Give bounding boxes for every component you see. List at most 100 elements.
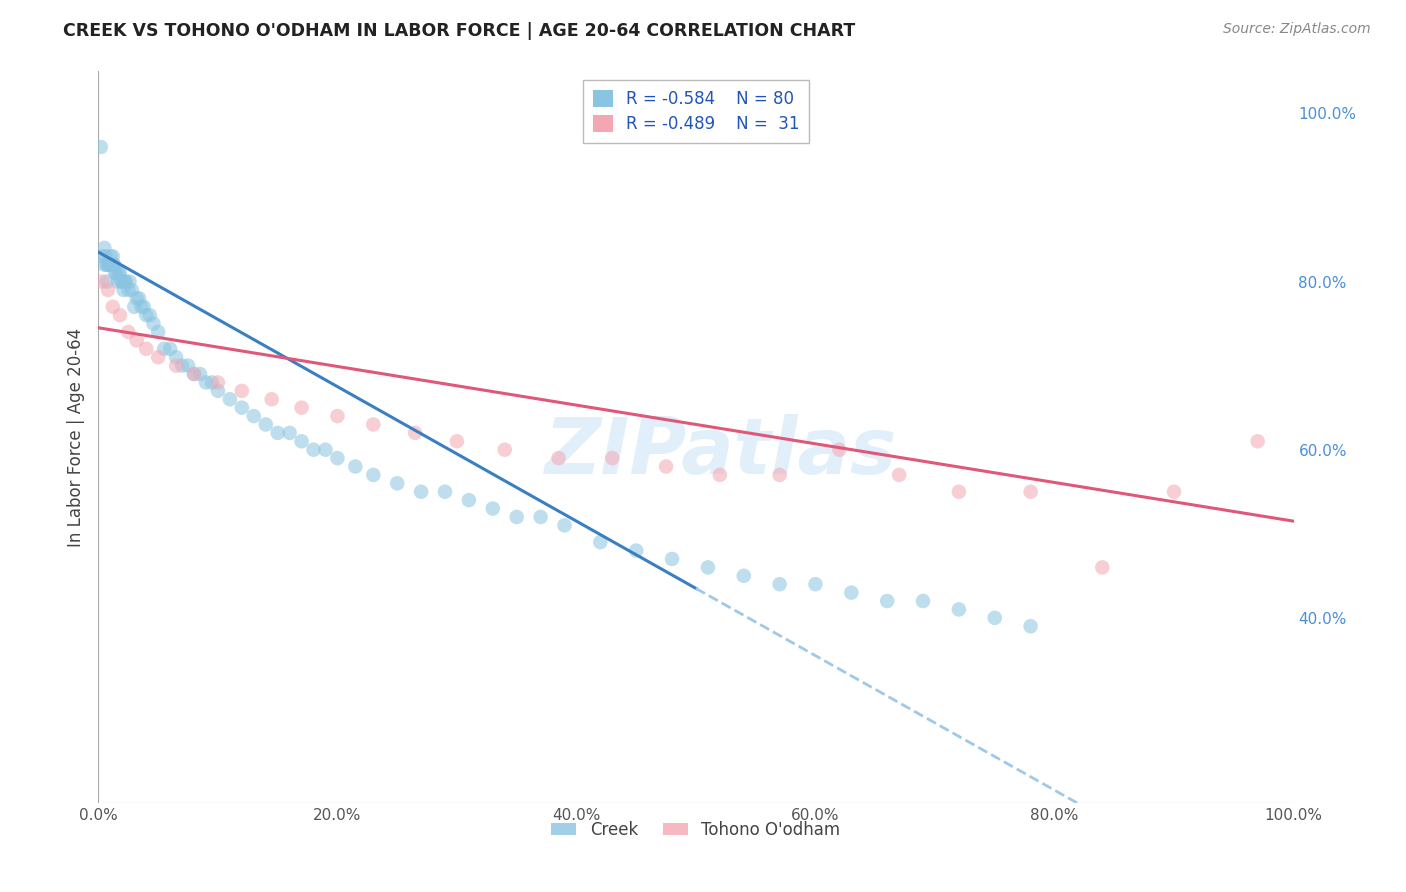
Point	[125, 291, 148, 305]
Point	[530, 510, 553, 524]
Point	[108, 308, 131, 322]
Point	[142, 317, 165, 331]
Point	[554, 518, 576, 533]
Point	[165, 350, 187, 364]
Point	[506, 510, 529, 524]
Point	[94, 249, 117, 263]
Point	[105, 266, 128, 280]
Point	[195, 376, 218, 390]
Point	[315, 442, 337, 457]
Point	[110, 275, 132, 289]
Point	[828, 442, 851, 457]
Point	[128, 291, 150, 305]
Point	[326, 451, 349, 466]
Point	[124, 300, 146, 314]
Y-axis label: In Labor Force | Age 20-64: In Labor Force | Age 20-64	[66, 327, 84, 547]
Point	[733, 569, 755, 583]
Point	[326, 409, 349, 423]
Point	[709, 467, 731, 482]
Point	[602, 451, 624, 466]
Point	[589, 535, 612, 549]
Point	[1163, 484, 1185, 499]
Point	[876, 594, 898, 608]
Point	[135, 342, 157, 356]
Point	[219, 392, 242, 407]
Point	[107, 275, 129, 289]
Point	[183, 367, 205, 381]
Point	[481, 501, 505, 516]
Point	[172, 359, 194, 373]
Point	[207, 376, 229, 390]
Point	[231, 401, 253, 415]
Point	[90, 140, 112, 154]
Point	[103, 258, 125, 272]
Point	[948, 602, 970, 616]
Point	[188, 367, 211, 381]
Point	[768, 577, 790, 591]
Point	[139, 308, 162, 322]
Point	[97, 283, 120, 297]
Point	[911, 594, 934, 608]
Point	[661, 552, 683, 566]
Point	[96, 258, 118, 272]
Point	[697, 560, 720, 574]
Point	[91, 249, 114, 263]
Point	[984, 611, 1007, 625]
Point	[302, 442, 325, 457]
Point	[148, 325, 170, 339]
Point	[108, 266, 131, 280]
Point	[655, 459, 678, 474]
Point	[115, 275, 138, 289]
Point	[98, 249, 122, 263]
Point	[434, 484, 457, 499]
Point	[104, 266, 127, 280]
Point	[768, 467, 790, 482]
Point	[112, 283, 135, 297]
Point	[148, 350, 170, 364]
Point	[363, 467, 385, 482]
Point	[125, 334, 148, 348]
Point	[153, 342, 176, 356]
Point	[131, 300, 153, 314]
Point	[278, 425, 301, 440]
Point	[948, 484, 970, 499]
Point	[201, 376, 224, 390]
Point	[494, 442, 516, 457]
Point	[1019, 619, 1042, 633]
Point	[101, 300, 124, 314]
Point	[98, 258, 121, 272]
Point	[93, 241, 115, 255]
Point	[93, 258, 115, 272]
Point	[841, 585, 863, 599]
Point	[254, 417, 277, 432]
Point	[111, 275, 134, 289]
Point	[121, 283, 143, 297]
Point	[183, 367, 205, 381]
Point	[1247, 434, 1270, 449]
Point	[107, 266, 129, 280]
Point	[458, 493, 481, 508]
Text: Source: ZipAtlas.com: Source: ZipAtlas.com	[1223, 22, 1371, 37]
Point	[267, 425, 290, 440]
Point	[344, 459, 367, 474]
Point	[446, 434, 468, 449]
Point	[291, 401, 314, 415]
Point	[291, 434, 314, 449]
Point	[117, 283, 139, 297]
Point	[1019, 484, 1042, 499]
Point	[177, 359, 200, 373]
Point	[231, 384, 253, 398]
Point	[411, 484, 433, 499]
Point	[1091, 560, 1114, 574]
Point	[626, 543, 648, 558]
Point	[385, 476, 409, 491]
Point	[132, 300, 155, 314]
Point	[103, 258, 125, 272]
Point	[114, 275, 136, 289]
Point	[101, 249, 124, 263]
Legend: Creek, Tohono O'odham: Creek, Tohono O'odham	[544, 814, 848, 846]
Text: ZIPatlas: ZIPatlas	[544, 414, 896, 490]
Point	[100, 258, 122, 272]
Text: CREEK VS TOHONO O'ODHAM IN LABOR FORCE | AGE 20-64 CORRELATION CHART: CREEK VS TOHONO O'ODHAM IN LABOR FORCE |…	[63, 22, 855, 40]
Point	[98, 258, 122, 272]
